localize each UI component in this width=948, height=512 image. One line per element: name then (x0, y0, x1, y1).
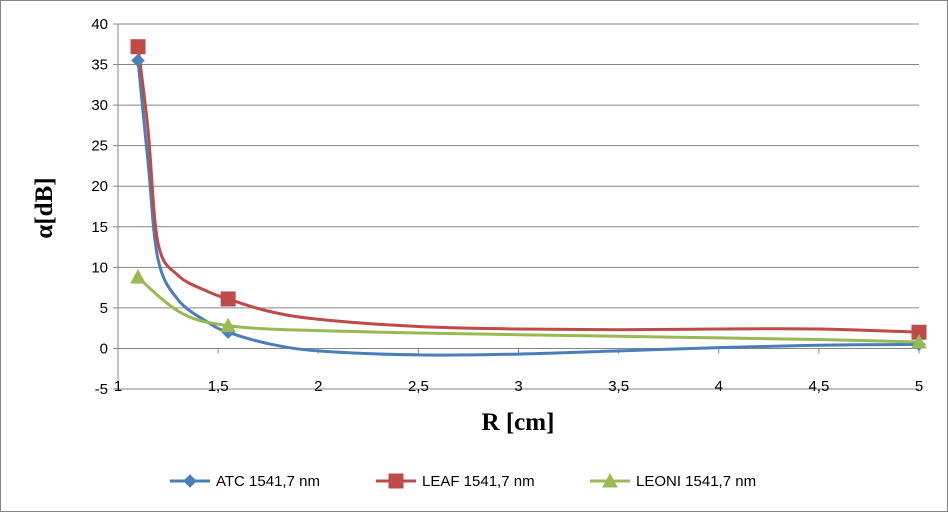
y-tick-label: 20 (91, 178, 108, 195)
x-tick-label: 3,5 (608, 378, 629, 395)
data-point-leoni (220, 317, 236, 333)
x-tick-label: 3 (514, 378, 522, 395)
legend-label-leoni: LEONI 1541,7 nm (636, 473, 756, 490)
y-tick-label: 10 (91, 259, 108, 276)
y-tick-label: -5 (95, 381, 108, 398)
y-tick-label: 25 (91, 138, 108, 155)
x-tick-label: 5 (915, 378, 923, 395)
legend-label-atc: ATC 1541,7 nm (216, 473, 320, 490)
x-tick-labels: 1 1,5 2 2,5 3 3,5 4 4,5 5 (114, 378, 923, 395)
series-line-leoni (136, 275, 921, 344)
data-point-leaf (220, 291, 236, 307)
data-point-leoni (911, 333, 927, 349)
y-tick-label: 35 (91, 57, 108, 74)
x-tick-label: 2 (314, 378, 322, 395)
x-tick-label: 1 (114, 378, 122, 395)
y-tick-label: 15 (91, 219, 108, 236)
x-axis-title: R [cm] (482, 409, 555, 436)
x-tick-label: 4 (715, 378, 723, 395)
legend-marker-leaf (388, 473, 404, 489)
legend: ATC 1541,7 nm LEAF 1541,7 nm LEONI 1541,7 … (170, 472, 756, 490)
x-tick-label: 2,5 (408, 378, 429, 395)
y-tick-label: 0 (100, 340, 108, 357)
markers-layer (130, 39, 927, 352)
series-line-leaf (136, 45, 921, 334)
legend-marker-leoni (602, 472, 618, 488)
data-point-leaf (130, 39, 146, 55)
x-tick-label: 4,5 (808, 378, 829, 395)
legend-label-leaf: LEAF 1541,7 nm (422, 473, 535, 490)
y-tick-label: 30 (91, 97, 108, 114)
data-point-leoni (130, 269, 146, 284)
y-tick-labels: -5 0 5 10 15 20 25 30 35 40 (91, 16, 108, 398)
data-point-atc (131, 53, 145, 68)
y-tick-label: 40 (91, 16, 108, 33)
y-tick-label: 5 (100, 300, 108, 317)
series-layer (136, 45, 921, 357)
legend-marker-atc (183, 474, 197, 488)
x-tick-label: 1,5 (208, 378, 229, 395)
series-line-atc (136, 59, 921, 357)
y-axis-title: α[dB] (31, 177, 58, 238)
